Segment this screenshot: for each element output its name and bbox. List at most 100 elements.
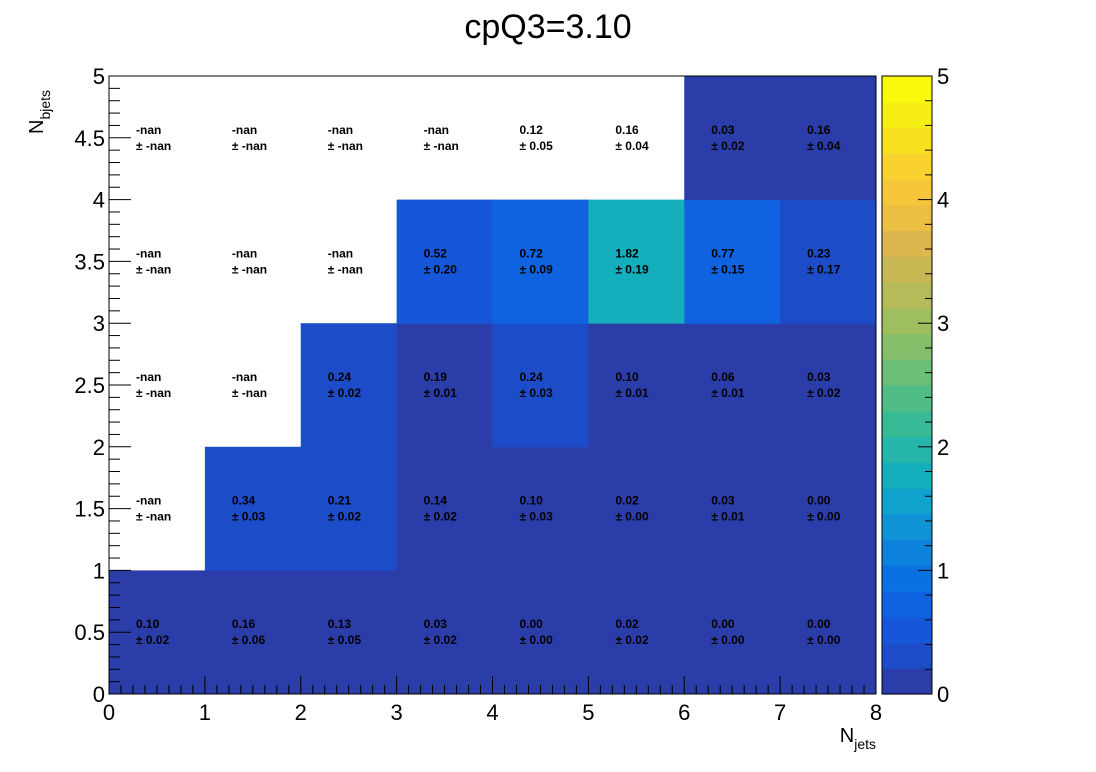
x-tick-label: 7	[774, 700, 786, 725]
y-tick-label: 2	[93, 435, 105, 460]
cell-error-label: ± -nan	[232, 262, 267, 276]
cell-error-label: ± 0.02	[136, 633, 170, 647]
y-axis: 0 0.5 1 1.5 2 2.5 3 3.5 4 4.5 5	[74, 64, 131, 707]
cell-error-label: ± 0.05	[328, 633, 362, 647]
colorbar-tick-label: 3	[937, 311, 949, 336]
cell-error-label: ± 0.00	[807, 633, 841, 647]
cell-value-label: -nan	[136, 370, 161, 384]
cell-error-label: ± 0.00	[711, 633, 745, 647]
x-tick-label: 1	[199, 700, 211, 725]
cell-error-label: ± 0.00	[520, 633, 554, 647]
y-tick-label: 0.5	[74, 620, 105, 645]
colorbar-segment	[882, 513, 932, 541]
cell-error-label: ± -nan	[232, 139, 267, 153]
cell-value-label: 0.72	[520, 246, 544, 260]
colorbar-segment	[882, 230, 932, 257]
cell-value-label: 0.16	[232, 617, 256, 631]
heatmap-cell	[300, 446, 398, 571]
cell-error-label: ± -nan	[136, 139, 171, 153]
cell-value-label: 0.12	[520, 123, 544, 137]
cell-value-label: 0.24	[520, 370, 544, 384]
heatmap-cell	[396, 199, 493, 324]
cell-value-label: 0.10	[136, 617, 160, 631]
y-tick-label: 1	[93, 558, 105, 583]
cell-error-label: ± -nan	[232, 386, 267, 400]
heatmap-cell	[780, 323, 877, 448]
cell-value-label: 0.21	[328, 494, 352, 508]
heatmap-cell	[492, 570, 589, 695]
colorbar-segment	[882, 668, 932, 695]
cell-value-label: -nan	[232, 246, 257, 260]
cell-error-label: ± 0.02	[424, 633, 458, 647]
heatmap-cell	[396, 446, 493, 571]
colorbar-segment	[882, 256, 932, 283]
cell-value-label: 0.03	[711, 123, 735, 137]
colorbar-frame	[881, 75, 933, 695]
cell-value-label: -nan	[232, 370, 257, 384]
colorbar-segment	[882, 76, 932, 103]
cell-error-label: ± -nan	[424, 139, 459, 153]
heatmap-cell	[684, 570, 781, 695]
y-tick-label: 1.5	[74, 497, 105, 522]
x-tick-label: 2	[295, 700, 307, 725]
colorbar-tick-label: 1	[937, 558, 949, 583]
cell-error-label: ± 0.09	[520, 262, 554, 276]
colorbar-segment	[882, 101, 932, 129]
colorbar-segment	[882, 565, 932, 592]
heatmap-cell	[396, 570, 493, 695]
y-tick-label: 3.5	[74, 249, 105, 274]
colorbar-segment	[882, 179, 932, 206]
cell-error-label: ± 0.02	[424, 510, 458, 524]
y-axis-label-sub: bjets	[37, 90, 53, 120]
cell-value-label: 0.10	[520, 494, 544, 508]
cell-value-label: 0.06	[711, 370, 735, 384]
cell-error-label: ± 0.02	[711, 139, 745, 153]
y-tick-label: 3	[93, 311, 105, 336]
heatmap-cell	[780, 76, 877, 201]
cell-value-label: -nan	[328, 246, 353, 260]
cell-error-label: ± 0.03	[520, 510, 554, 524]
colorbar-segment	[882, 591, 932, 618]
cell-error-label: ± -nan	[136, 386, 171, 400]
heatmap-cell	[780, 570, 877, 695]
cell-value-label: 0.23	[807, 246, 831, 260]
y-tick-label: 2.5	[74, 373, 105, 398]
cell-value-label: 0.16	[615, 123, 639, 137]
cell-error-label: ± 0.01	[424, 386, 458, 400]
cell-error-label: ± 0.01	[711, 386, 745, 400]
heatmap-cell	[300, 570, 398, 695]
cell-value-label: -nan	[136, 246, 161, 260]
colorbar-tick-label: 4	[937, 188, 949, 213]
cell-value-label: -nan	[136, 123, 161, 137]
colorbar-segment	[882, 616, 932, 644]
cell-value-label: 0.10	[615, 370, 639, 384]
cell-error-label: ± 0.03	[520, 386, 554, 400]
cell-value-label: 0.24	[328, 370, 352, 384]
heatmap-cell	[684, 446, 781, 571]
heatmap-cell	[588, 570, 685, 695]
x-tick-label: 6	[678, 700, 690, 725]
cell-value-label: 0.16	[807, 123, 831, 137]
colorbar-segment	[882, 462, 932, 489]
x-tick-label: 3	[391, 700, 403, 725]
cell-error-label: ± 0.00	[615, 510, 649, 524]
colorbar-tick-label: 2	[937, 435, 949, 460]
heatmap-cell	[396, 323, 493, 448]
cell-error-label: ± 0.02	[807, 386, 841, 400]
colorbar-segment	[882, 385, 932, 412]
y-axis-label-main: N	[26, 120, 48, 134]
cell-error-label: ± -nan	[136, 510, 171, 524]
cell-value-label: -nan	[328, 123, 353, 137]
cell-error-label: ± 0.01	[615, 386, 649, 400]
heatmap-cell	[780, 199, 877, 324]
heatmap-cells	[109, 76, 877, 695]
colorbar-segment	[882, 153, 932, 180]
colorbar-segment	[882, 539, 932, 566]
x-axis-label-main: N	[840, 725, 854, 747]
heatmap-cell	[492, 446, 589, 571]
cell-error-label: ± 0.15	[711, 262, 745, 276]
y-tick-label: 4	[93, 188, 105, 213]
heatmap-cell	[684, 76, 781, 201]
cell-error-label: ± 0.01	[711, 510, 745, 524]
